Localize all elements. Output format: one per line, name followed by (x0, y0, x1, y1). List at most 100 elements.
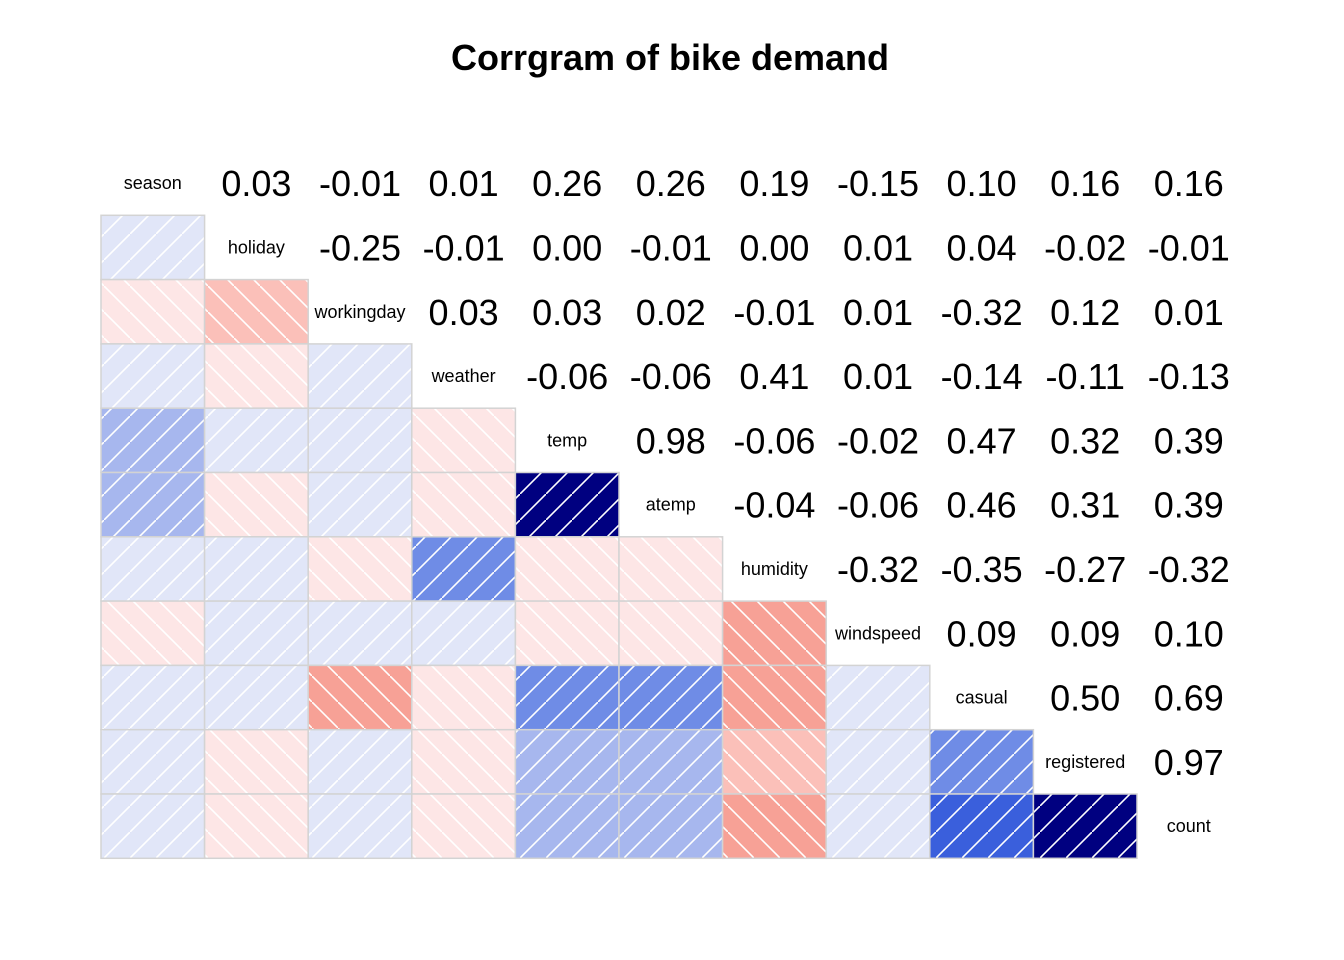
hatch-cell-humidity-atemp (618, 536, 724, 602)
hatch-cell-weather-season (100, 343, 206, 409)
hatch-cell-casual-atemp (618, 664, 724, 731)
hatch-cell-casual-windspeed (825, 664, 931, 731)
value-label-workingday-humidity: -0.01 (733, 292, 815, 333)
hatch-cell-count-holiday (203, 793, 309, 860)
hatch-cell-windspeed-humidity (721, 600, 827, 667)
value-label-casual-count: 0.69 (1154, 678, 1224, 719)
hatch-cell-windspeed-temp (514, 600, 620, 667)
value-label-season-humidity: 0.19 (739, 163, 809, 204)
hatch-cell-windspeed-workingday (307, 600, 413, 667)
hatch-cell-windspeed-atemp (618, 600, 724, 667)
hatch-cell-count-temp (514, 793, 620, 860)
hatch-cell-registered-windspeed (825, 728, 931, 795)
value-label-temp-registered: 0.32 (1050, 420, 1120, 461)
hatch-cell-humidity-temp (514, 536, 620, 602)
value-label-holiday-atemp: -0.01 (630, 227, 712, 268)
value-label-holiday-registered: -0.02 (1044, 227, 1126, 268)
value-label-humidity-windspeed: -0.32 (837, 549, 919, 590)
value-label-windspeed-registered: 0.09 (1050, 613, 1120, 654)
hatch-cell-casual-season (100, 664, 206, 731)
value-label-workingday-registered: 0.12 (1050, 292, 1120, 333)
cells-group: season 0.03 -0.01 0.01 0.26 0.26 0.19 -0.15 0.10… (100, 163, 1230, 860)
value-label-season-workingday: -0.01 (319, 163, 401, 204)
value-label-temp-atemp: 0.98 (636, 420, 706, 461)
hatch-cell-count-windspeed (825, 793, 931, 860)
value-label-atemp-casual: 0.46 (947, 485, 1017, 526)
hatch-cell-windspeed-weather (411, 600, 517, 667)
hatch-cell-atemp-holiday (203, 471, 309, 538)
hatch-cell-count-humidity (721, 793, 827, 860)
hatch-cell-weather-holiday (203, 343, 309, 409)
hatch-cell-windspeed-season (100, 600, 206, 667)
value-label-weather-windspeed: 0.01 (843, 356, 913, 397)
value-label-atemp-registered: 0.31 (1050, 485, 1120, 526)
value-label-weather-atemp: -0.06 (630, 356, 712, 397)
diagonal-label-temp: temp (547, 430, 587, 450)
hatch-cell-casual-workingday (307, 664, 413, 731)
value-label-windspeed-casual: 0.09 (947, 613, 1017, 654)
diagonal-label-weather: weather (431, 366, 496, 386)
value-label-humidity-casual: -0.35 (941, 549, 1023, 590)
value-label-workingday-casual: -0.32 (941, 292, 1023, 333)
hatch-cell-windspeed-holiday (203, 600, 309, 667)
diagonal-label-windspeed: windspeed (834, 623, 921, 643)
diagonal-label-count: count (1167, 816, 1211, 836)
hatch-cell-temp-workingday (307, 407, 413, 474)
value-label-season-holiday: 0.03 (221, 163, 291, 204)
value-label-holiday-count: -0.01 (1148, 227, 1230, 268)
hatch-cell-registered-temp (514, 728, 620, 795)
hatch-cell-count-season (100, 793, 206, 860)
value-label-holiday-workingday: -0.25 (319, 227, 401, 268)
value-label-holiday-temp: 0.00 (532, 227, 602, 268)
hatch-cell-temp-season (100, 407, 206, 474)
hatch-cell-humidity-season (100, 536, 206, 602)
hatch-cell-casual-weather (411, 664, 517, 731)
chart-title: Corrgram of bike demand (451, 37, 889, 78)
value-label-temp-humidity: -0.06 (733, 420, 815, 461)
value-label-workingday-weather: 0.03 (429, 292, 499, 333)
hatch-cell-count-workingday (307, 793, 413, 860)
hatch-cell-casual-holiday (203, 664, 309, 731)
value-label-casual-registered: 0.50 (1050, 678, 1120, 719)
value-label-atemp-windspeed: -0.06 (837, 485, 919, 526)
value-label-weather-count: -0.13 (1148, 356, 1230, 397)
value-label-holiday-humidity: 0.00 (739, 227, 809, 268)
value-label-season-windspeed: -0.15 (837, 163, 919, 204)
value-label-holiday-weather: -0.01 (423, 227, 505, 268)
value-label-workingday-atemp: 0.02 (636, 292, 706, 333)
value-label-atemp-humidity: -0.04 (733, 485, 815, 526)
hatch-cell-workingday-holiday (203, 278, 309, 345)
hatch-cell-humidity-holiday (203, 536, 309, 602)
diagonal-label-holiday: holiday (228, 237, 285, 257)
hatch-cell-humidity-workingday (307, 536, 413, 602)
hatch-cell-temp-weather (411, 407, 517, 474)
value-label-workingday-temp: 0.03 (532, 292, 602, 333)
diagonal-label-humidity: humidity (741, 559, 808, 579)
hatch-cell-temp-holiday (203, 407, 309, 474)
hatch-cell-casual-humidity (721, 664, 827, 731)
value-label-season-atemp: 0.26 (636, 163, 706, 204)
value-label-registered-count: 0.97 (1154, 742, 1224, 783)
value-label-workingday-count: 0.01 (1154, 292, 1224, 333)
value-label-season-registered: 0.16 (1050, 163, 1120, 204)
value-label-temp-count: 0.39 (1154, 420, 1224, 461)
hatch-cell-atemp-weather (411, 471, 517, 538)
value-label-humidity-count: -0.32 (1148, 549, 1230, 590)
value-label-temp-casual: 0.47 (947, 420, 1017, 461)
diagonal-label-registered: registered (1045, 752, 1125, 772)
value-label-weather-temp: -0.06 (526, 356, 608, 397)
value-label-windspeed-count: 0.10 (1154, 613, 1224, 654)
hatch-cell-atemp-temp (514, 471, 620, 538)
hatch-cell-registered-workingday (307, 728, 413, 795)
hatch-cell-weather-workingday (307, 343, 413, 409)
hatch-cell-registered-humidity (721, 728, 827, 795)
hatch-cell-registered-atemp (618, 728, 724, 795)
hatch-cell-registered-weather (411, 728, 517, 795)
hatch-cell-count-atemp (618, 793, 724, 860)
value-label-temp-windspeed: -0.02 (837, 420, 919, 461)
value-label-humidity-registered: -0.27 (1044, 549, 1126, 590)
value-label-season-count: 0.16 (1154, 163, 1224, 204)
value-label-season-weather: 0.01 (429, 163, 499, 204)
value-label-workingday-windspeed: 0.01 (843, 292, 913, 333)
value-label-season-temp: 0.26 (532, 163, 602, 204)
